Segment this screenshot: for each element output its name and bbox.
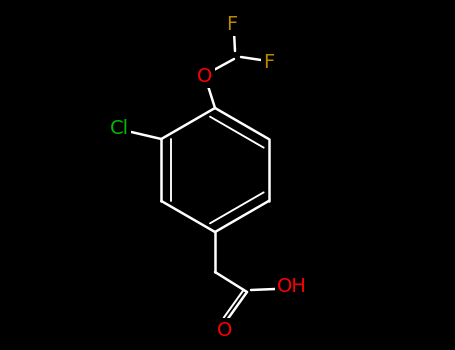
Text: F: F: [263, 52, 275, 71]
Text: F: F: [227, 14, 238, 34]
Text: O: O: [217, 321, 233, 340]
Text: Cl: Cl: [110, 119, 129, 139]
Text: OH: OH: [277, 278, 307, 296]
Text: O: O: [197, 66, 212, 85]
